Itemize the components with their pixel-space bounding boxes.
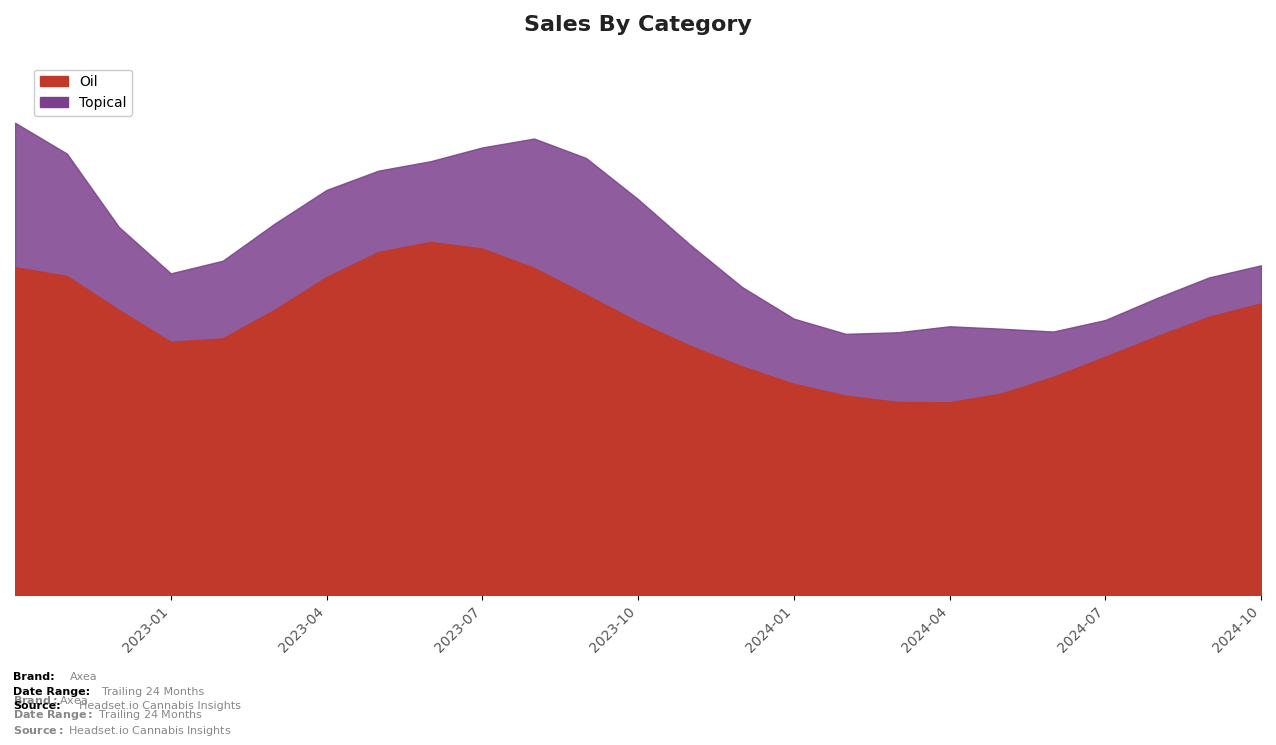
Text: Axea: Axea — [70, 672, 98, 682]
Title: Sales By Category: Sales By Category — [524, 15, 752, 35]
Text: Source:: Source: — [13, 702, 60, 711]
Text: Headset.io Cannabis Insights: Headset.io Cannabis Insights — [79, 702, 241, 711]
Text: $\bf{Brand:}$Axea
$\bf{Date\ Range:}$ Trailing 24 Months
$\bf{Source:}$ Headset.: $\bf{Brand:}$Axea $\bf{Date\ Range:}$ Tr… — [13, 694, 231, 738]
Text: Brand:: Brand: — [13, 672, 55, 682]
Legend: Oil, Topical: Oil, Topical — [34, 69, 131, 115]
Text: Date Range:: Date Range: — [13, 687, 89, 697]
Text: Trailing 24 Months: Trailing 24 Months — [102, 687, 204, 697]
